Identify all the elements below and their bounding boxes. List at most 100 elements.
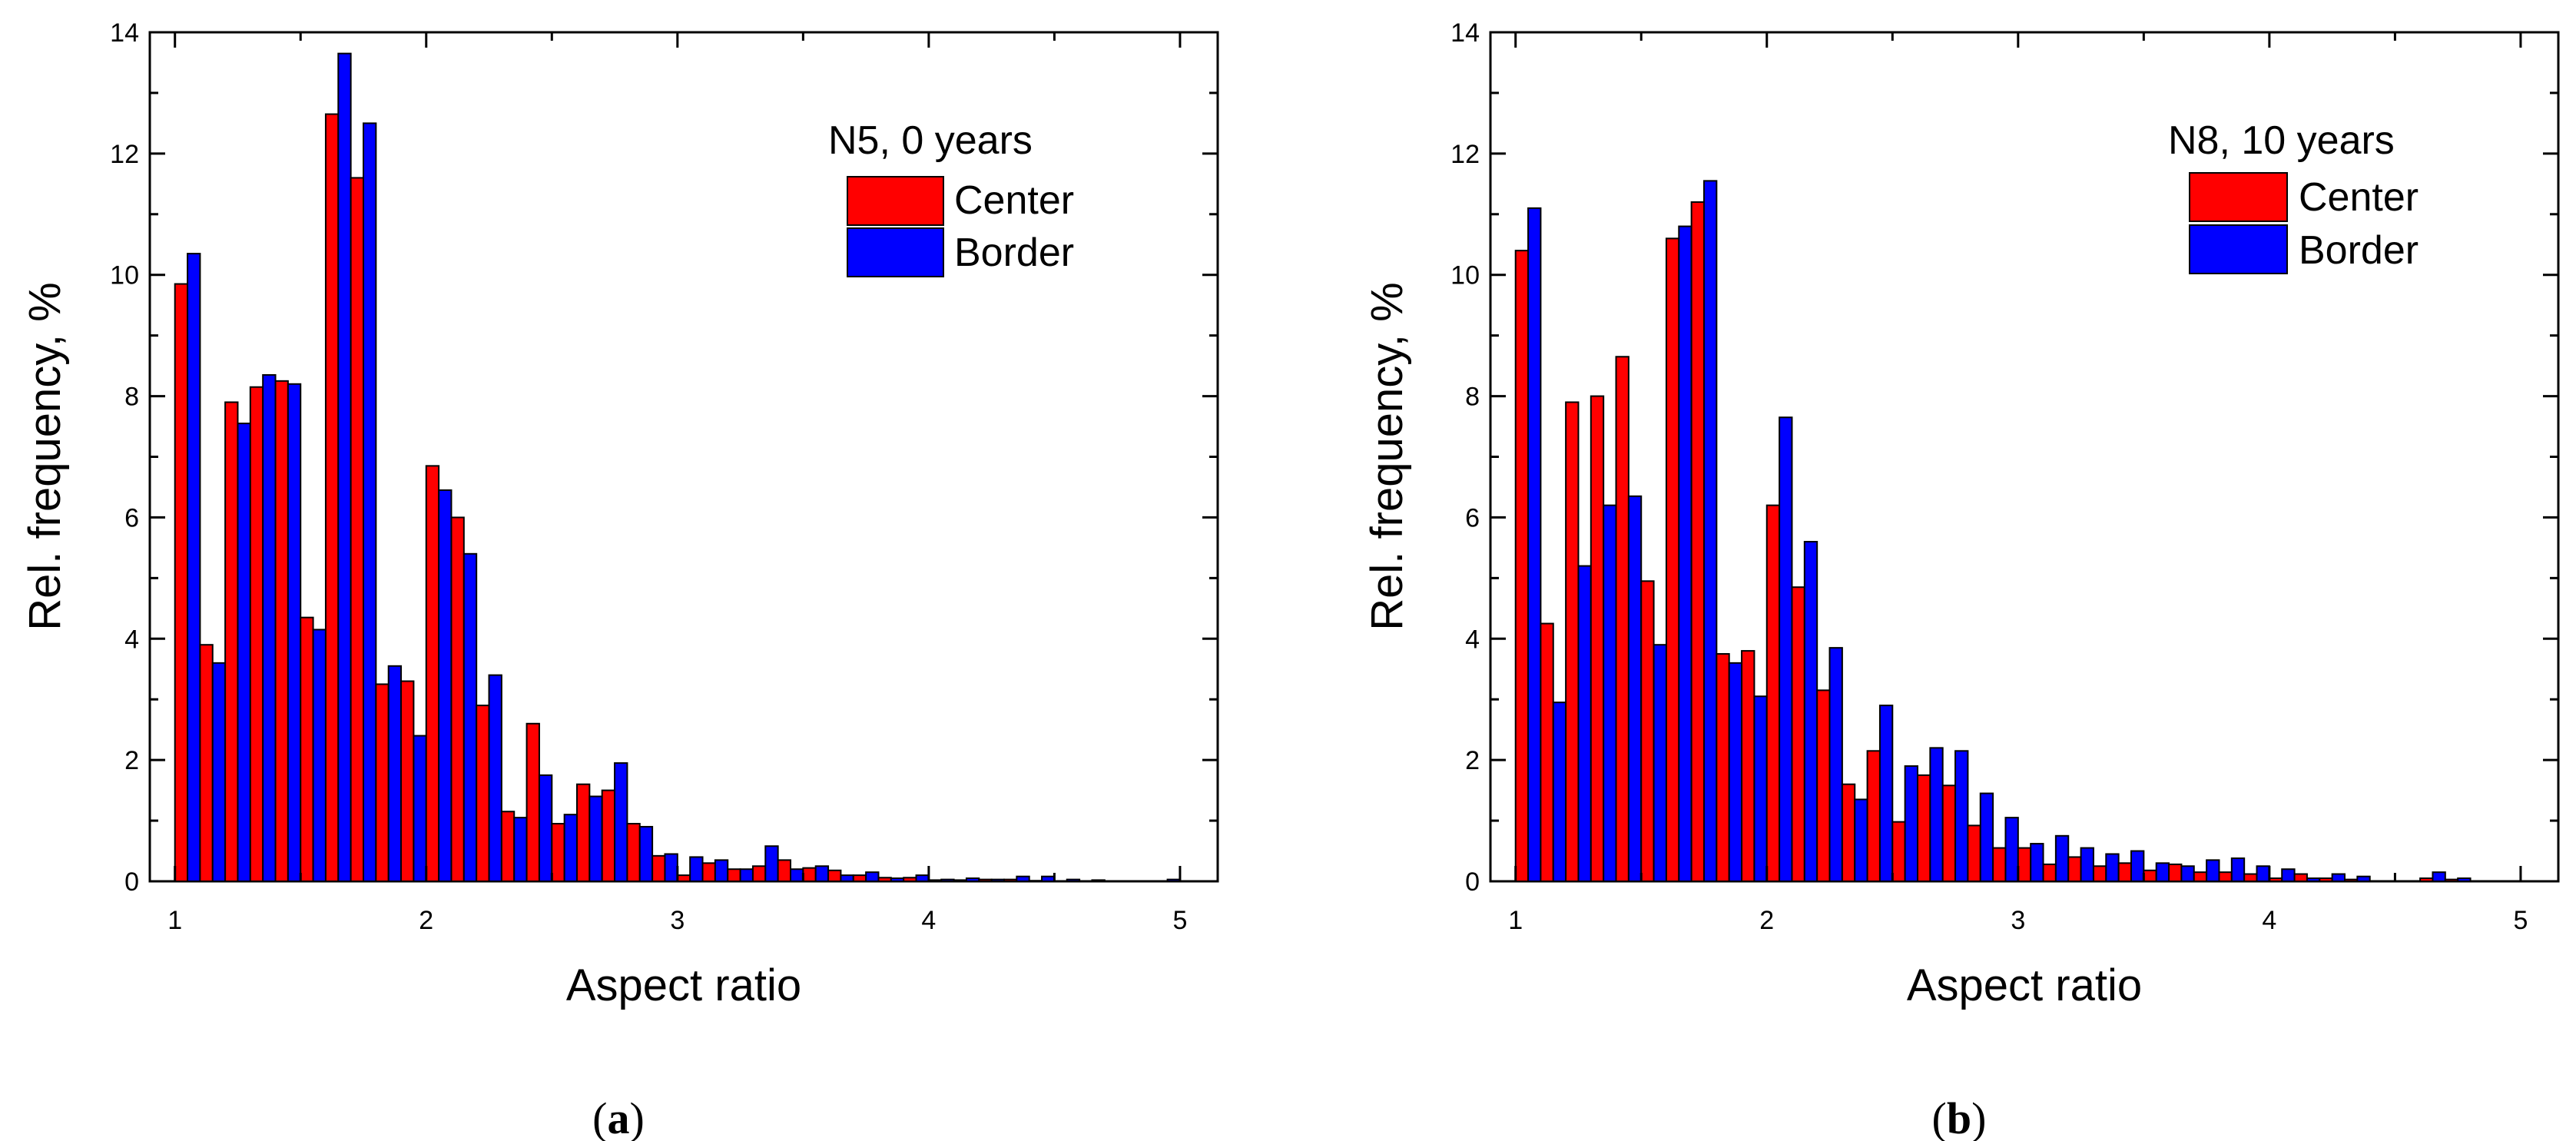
y-tick-label: 12 — [110, 140, 139, 169]
y-tick-label: 2 — [124, 746, 139, 775]
y-tick-label: 4 — [124, 625, 139, 654]
bar-center — [827, 869, 842, 883]
bar-center — [651, 854, 666, 882]
bar-border — [1016, 875, 1030, 882]
legend-title: N8, 10 years — [2168, 118, 2395, 163]
bar-center — [2193, 871, 2208, 883]
bar-border — [1627, 495, 1643, 882]
legend-swatch-center — [2189, 172, 2288, 222]
bar-center — [450, 516, 465, 882]
bar-border — [890, 877, 905, 883]
bar-border — [1753, 695, 1768, 883]
bar-border — [1678, 225, 1692, 882]
y-tick-label: 0 — [124, 867, 139, 897]
bar-center — [375, 683, 390, 882]
y-tick-label: 0 — [1465, 867, 1480, 897]
bar-border — [614, 762, 628, 883]
bar-border — [2206, 859, 2220, 883]
bar-border — [638, 825, 654, 882]
bar-center — [551, 823, 565, 883]
bars-group — [174, 52, 1181, 883]
y-tick-label: 8 — [124, 383, 139, 412]
bar-border — [990, 878, 1006, 883]
bar-border — [538, 774, 553, 883]
panel-letter: b — [1947, 1093, 1971, 1141]
x-tick-label: 2 — [1759, 906, 1774, 935]
bar-border — [1041, 875, 1056, 882]
bar-border — [413, 735, 427, 882]
bar-center — [978, 878, 993, 883]
legend-swatch-border — [847, 227, 944, 277]
bar-center — [576, 783, 591, 883]
bar-border — [1803, 541, 1818, 882]
bar-border — [1603, 504, 1617, 882]
bar-border — [1828, 647, 1843, 883]
bar-border — [1653, 644, 1667, 882]
bar-border — [664, 853, 678, 882]
bar-border — [1552, 702, 1567, 882]
bar-center — [224, 401, 239, 882]
bar-center — [274, 380, 289, 882]
bar-center — [199, 644, 214, 882]
bar-center — [1741, 650, 1755, 882]
legend-swatch-border — [2189, 224, 2288, 274]
bar-border — [1091, 879, 1106, 883]
bar-center — [676, 874, 691, 882]
bar-border — [2230, 857, 2246, 883]
bar-center — [1640, 580, 1655, 882]
bar-border — [211, 662, 227, 882]
y-axis-ticks: 0 2 4 6 8 10 12 14 — [110, 18, 1218, 897]
bar-border — [1527, 207, 1542, 882]
bar-center — [2117, 862, 2132, 882]
y-tick-label: 8 — [1465, 383, 1480, 412]
x-tick-label: 4 — [921, 906, 936, 935]
bar-border — [2281, 868, 2296, 882]
bar-border — [814, 865, 830, 883]
bar-border — [462, 552, 478, 882]
bar-border — [1954, 750, 1969, 882]
x-axis-ticks: 1 2 3 4 5 — [167, 32, 1187, 935]
bar-border — [438, 489, 453, 882]
bar-border — [237, 423, 251, 882]
bar-center — [1003, 878, 1018, 883]
bar-center — [601, 789, 616, 882]
bar-center — [903, 877, 917, 883]
x-tick-label: 2 — [419, 906, 433, 935]
y-tick-label: 4 — [1465, 625, 1480, 654]
bar-center — [1716, 653, 1730, 883]
bar-center — [2017, 847, 2032, 882]
y-tick-label: 6 — [1465, 503, 1480, 532]
bar-border — [965, 877, 980, 883]
bars-group — [1514, 180, 2472, 883]
bar-border — [2105, 853, 2120, 882]
y-tick-label: 10 — [110, 261, 139, 290]
legend-label-border: Border — [2299, 228, 2419, 273]
bar-border — [2331, 873, 2346, 883]
bar-border — [2306, 877, 2321, 883]
bar-center — [1967, 824, 1981, 883]
bar-center — [2319, 877, 2333, 883]
bar-border — [1166, 878, 1181, 883]
bar-center — [425, 465, 440, 882]
bar-border — [2054, 834, 2070, 883]
bar-center — [1841, 783, 1856, 883]
bar-center — [1866, 750, 1881, 882]
bar-border — [840, 874, 854, 882]
bar-border — [1066, 878, 1081, 883]
bar-center — [249, 386, 264, 883]
y-axis-title: Rel. frequency, % — [1362, 282, 1412, 630]
bar-border — [312, 629, 327, 882]
bar-border — [1577, 565, 1592, 882]
bar-border — [563, 814, 579, 883]
x-tick-label: 3 — [2011, 906, 2025, 935]
x-tick-label: 3 — [670, 906, 685, 935]
x-tick-label: 5 — [1172, 906, 1187, 935]
bar-center — [2444, 878, 2459, 883]
bar-center — [1514, 250, 1530, 882]
bar-center — [877, 877, 892, 883]
bar-center — [1690, 201, 1705, 882]
panel-label: (a) — [592, 1093, 645, 1141]
bar-border — [2130, 850, 2145, 883]
bar-center — [350, 177, 364, 882]
